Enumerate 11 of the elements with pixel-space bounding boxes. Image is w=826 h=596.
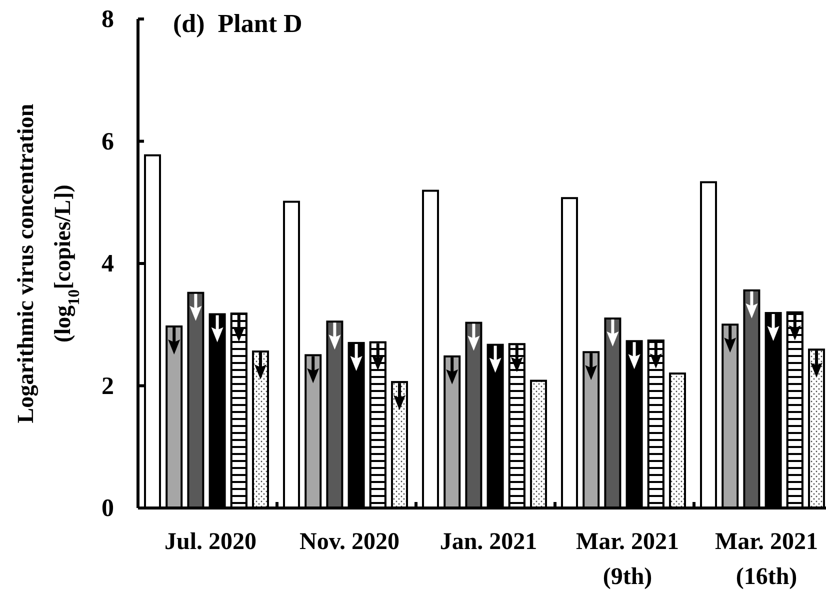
- y-tick-label: 6: [102, 128, 114, 156]
- x-tick-label: Nov. 2020: [299, 529, 400, 555]
- y-tick-label: 8: [102, 6, 114, 33]
- y-tick-label: 4: [102, 250, 114, 278]
- chart-title: (d) Plant D: [173, 9, 302, 38]
- y-tick-label: 2: [102, 372, 114, 400]
- y-tick-label: 0: [102, 495, 114, 522]
- x-tick-label: Jul. 2020: [164, 529, 257, 555]
- x-tick-label: Mar. 2021 (9th): [576, 529, 680, 590]
- x-tick-label: Mar. 2021 (16th): [714, 529, 818, 590]
- x-tick-label: Jan. 2021: [440, 529, 538, 555]
